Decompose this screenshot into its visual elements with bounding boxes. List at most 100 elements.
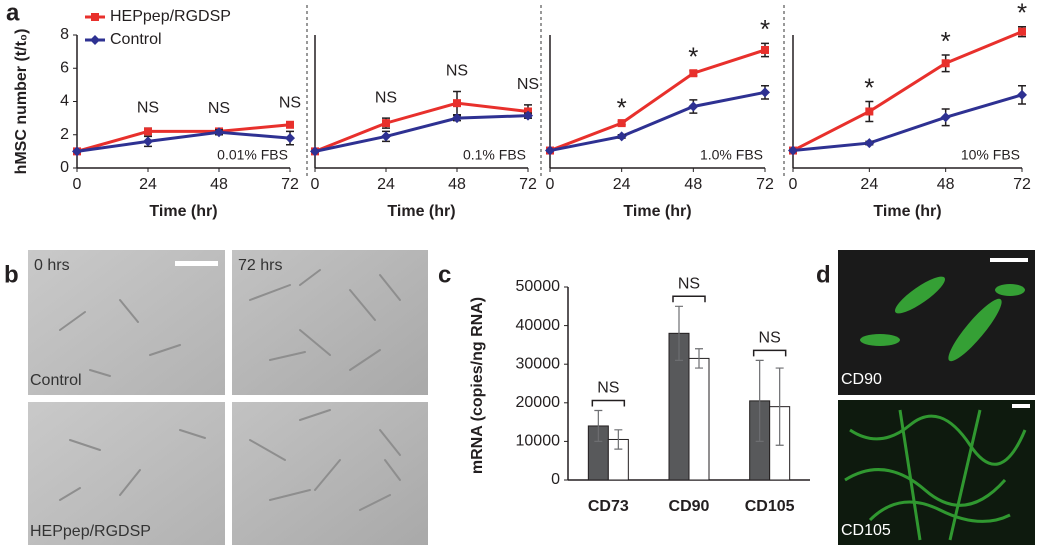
significance-label: NS	[279, 94, 301, 111]
series-line	[314, 114, 529, 153]
time-label: 72 hrs	[238, 257, 282, 274]
series-line	[792, 30, 1023, 152]
error-bar	[594, 409, 603, 442]
micrograph	[28, 402, 225, 545]
series-line	[792, 93, 1023, 153]
marker	[545, 145, 555, 156]
panel-label: c	[438, 261, 451, 288]
y-axis-title: mRNA (copies/ng RNA)	[469, 297, 486, 474]
micrograph	[838, 250, 1035, 395]
x-tick-label: 48	[684, 176, 702, 193]
y-tick-label: 4	[60, 93, 69, 110]
x-tick-label: 24	[613, 176, 631, 193]
y-tick-label: 40000	[516, 317, 561, 334]
bar	[688, 357, 710, 481]
x-tick-label: CD73	[588, 498, 629, 515]
significance-label: *	[688, 42, 698, 72]
x-tick-label: 0	[73, 176, 82, 193]
legend-label: HEPpep/RGDSP	[110, 8, 231, 25]
marker	[381, 131, 391, 142]
x-tick-label: 0	[311, 176, 320, 193]
x-tick-label: 0	[789, 176, 798, 193]
error-bar	[675, 305, 683, 361]
marker	[760, 87, 770, 98]
micrograph	[232, 250, 428, 395]
marker	[285, 133, 295, 144]
marker	[453, 99, 461, 108]
x-tick-label: 72	[281, 176, 299, 193]
scale-bar	[990, 258, 1028, 262]
panel-label: d	[816, 261, 831, 288]
x-tick-label: 48	[448, 176, 466, 193]
legend-label: Control	[110, 31, 162, 48]
marker	[788, 145, 798, 156]
annotation: 0.01% FBS	[217, 147, 288, 163]
marker	[1017, 89, 1027, 100]
significance-label: *	[760, 14, 770, 44]
stain-label: CD90	[841, 371, 882, 388]
x-tick-label: 72	[1013, 176, 1031, 193]
x-axis-title: Time (hr)	[873, 203, 941, 220]
marker	[144, 127, 152, 136]
series-line	[76, 123, 291, 153]
x-axis-title: Time (hr)	[149, 203, 217, 220]
micrographs-d: CD90 CD105	[838, 250, 1035, 545]
marker	[310, 146, 320, 157]
significance-bracket	[752, 349, 787, 357]
significance-label: NS	[678, 276, 700, 293]
y-tick-label: 0	[551, 471, 560, 488]
x-tick-label: CD90	[669, 498, 710, 515]
cells	[860, 276, 1025, 362]
cells	[844, 409, 1027, 541]
significance-bracket	[672, 295, 706, 303]
series-line	[314, 101, 529, 153]
x-tick-label: 72	[519, 176, 537, 193]
significance-label: NS	[375, 89, 397, 106]
significance-label: *	[617, 92, 627, 122]
marker	[1018, 27, 1026, 36]
micrograph	[28, 250, 225, 395]
marker	[286, 120, 294, 129]
y-tick-label: 10000	[516, 433, 561, 450]
x-tick-label: 0	[546, 176, 555, 193]
significance-bracket	[591, 399, 626, 407]
marker	[523, 110, 533, 121]
annotation: 10% FBS	[961, 147, 1020, 163]
marker	[214, 127, 224, 138]
scale-bar	[175, 261, 218, 266]
error-bar	[695, 348, 703, 369]
significance-label: NS	[517, 76, 539, 93]
stain-label: CD105	[841, 522, 891, 539]
y-tick-label: 6	[60, 59, 69, 76]
marker	[940, 112, 951, 123]
series-line	[549, 90, 766, 153]
marker	[688, 101, 699, 112]
marker	[382, 119, 390, 128]
significance-label: NS	[137, 99, 159, 116]
significance-label: NS	[446, 63, 468, 80]
marker	[452, 113, 462, 124]
significance-label: NS	[759, 330, 781, 347]
marker	[941, 59, 950, 68]
x-tick-label: 24	[377, 176, 395, 193]
series-line	[549, 48, 766, 152]
cells	[59, 269, 401, 511]
y-tick-label: 2	[60, 126, 69, 143]
panel-label: a	[6, 0, 20, 26]
scale-bar	[1012, 404, 1030, 408]
series-line	[76, 130, 291, 153]
error-bar	[614, 429, 623, 450]
x-tick-label: 72	[756, 176, 774, 193]
marker	[72, 146, 82, 157]
y-tick-label: 50000	[516, 278, 561, 295]
annotation: 0.1% FBS	[463, 147, 526, 163]
significance-label: NS	[208, 100, 230, 117]
panel-label: b	[4, 261, 19, 288]
row-label: HEPpep/RGDSP	[30, 523, 151, 540]
marker	[90, 35, 100, 45]
marker	[616, 131, 627, 142]
row-label: Control	[30, 372, 82, 389]
marker	[865, 107, 874, 116]
x-tick-label: 24	[139, 176, 157, 193]
